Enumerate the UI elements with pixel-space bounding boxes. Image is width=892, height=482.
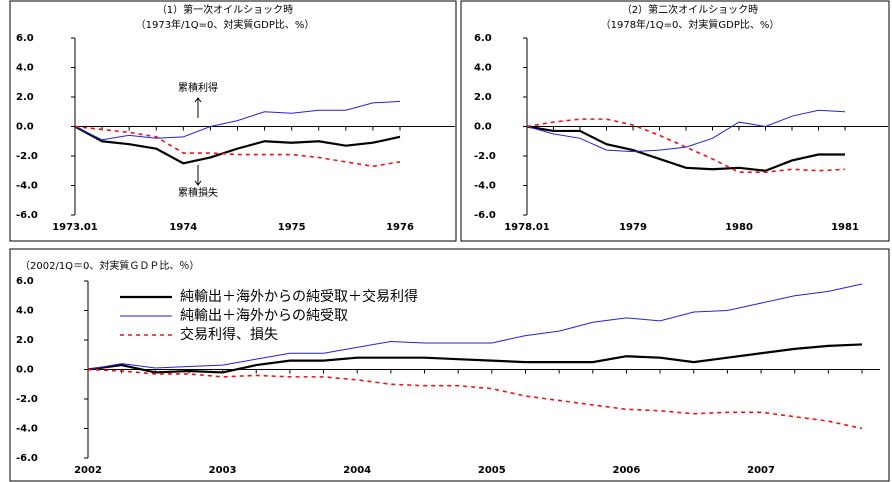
y-tick-label: 0.0 — [474, 122, 492, 133]
panel-frame — [9, 0, 457, 242]
y-tick-label: -6.0 — [16, 453, 38, 464]
x-tick-label: 1974 — [169, 222, 197, 233]
y-tick-label: 6.0 — [16, 276, 34, 287]
legend-label: 純輸出＋海外からの純受取 — [180, 308, 348, 324]
y-tick-label: -2.0 — [16, 151, 38, 162]
x-tick-label: 1980 — [725, 222, 753, 233]
x-tick-label: 2006 — [613, 465, 641, 476]
y-tick-label: 4.0 — [474, 63, 492, 74]
y-tick-label: 2.0 — [16, 335, 34, 346]
arrow-head — [194, 180, 202, 186]
x-tick-label: 2003 — [209, 465, 237, 476]
series-line — [526, 125, 845, 172]
y-tick-label: 6.0 — [474, 33, 492, 44]
x-tick-label: 1978.01 — [504, 222, 550, 233]
chart-subtitle: （1973年/1Q=0、対実質GDP比、%） — [136, 18, 315, 31]
chart-title: （1）第一次オイルショック時 — [157, 3, 293, 16]
chart-subtitle: （2002/1Q＝0、対実質ＧＤＰ比、％） — [20, 259, 199, 272]
y-tick-label: -6.0 — [16, 210, 38, 221]
y-tick-label: 6.0 — [16, 33, 34, 44]
arrow-head — [194, 97, 202, 103]
y-tick-label: -4.0 — [16, 424, 38, 435]
x-tick-label: 2007 — [747, 465, 775, 476]
y-tick-label: 2.0 — [16, 92, 34, 103]
y-tick-label: 4.0 — [16, 306, 34, 317]
chart-title: （2）第二次オイルショック時 — [622, 3, 758, 16]
y-tick-label: -4.0 — [474, 181, 496, 192]
series-line — [87, 368, 863, 430]
x-tick-label: 1981 — [831, 222, 859, 233]
panel-frame — [9, 248, 890, 482]
y-tick-label: 0.0 — [16, 122, 34, 133]
annotation: 累積利得 — [178, 81, 218, 94]
y-tick-label: -2.0 — [474, 151, 496, 162]
x-tick-label: 1975 — [278, 222, 306, 233]
y-tick-label: 4.0 — [16, 63, 34, 74]
y-tick-label: -4.0 — [16, 181, 38, 192]
series-line — [526, 109, 846, 153]
legend-label: 交易利得、損失 — [180, 326, 278, 343]
series-line — [74, 125, 401, 165]
x-tick-label: 2002 — [74, 465, 102, 476]
y-tick-label: 0.0 — [16, 365, 34, 376]
x-tick-label: 1976 — [386, 222, 414, 233]
x-tick-label: 1979 — [619, 222, 647, 233]
series-line — [74, 125, 401, 168]
series-line — [74, 100, 401, 141]
panel-frame — [460, 0, 890, 242]
y-tick-label: -6.0 — [474, 210, 496, 221]
x-tick-label: 2004 — [343, 465, 371, 476]
y-tick-label: -2.0 — [16, 394, 38, 405]
series-line — [87, 343, 863, 374]
legend-label: 純輸出＋海外からの純受取＋交易利得 — [180, 288, 418, 305]
chart-subtitle: （1978年/1Q=0、対実質GDP比、%） — [601, 18, 780, 31]
y-tick-label: 2.0 — [474, 92, 492, 103]
series-line — [87, 283, 863, 370]
annotation: 累積損失 — [178, 186, 218, 199]
x-tick-label: 1973.01 — [52, 222, 98, 233]
x-tick-label: 2005 — [478, 465, 506, 476]
